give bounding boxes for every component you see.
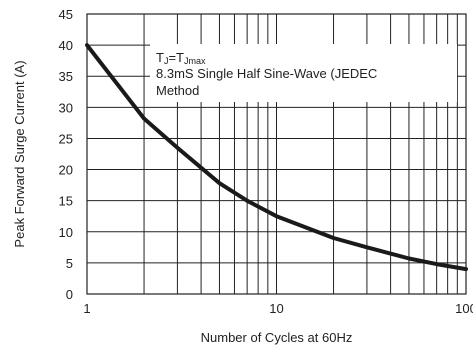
x-axis-label: Number of Cycles at 60Hz xyxy=(201,330,353,345)
annotation-background xyxy=(150,44,457,102)
annotation: TJ=TJmax 8.3mS Single Half Sine-Wave (JE… xyxy=(150,44,457,102)
plot-frame xyxy=(86,13,467,295)
y-axis-label: Peak Forward Surge Current (A) xyxy=(12,60,27,247)
x-tick-label: 1 xyxy=(83,301,90,316)
x-tick-label: 10 xyxy=(269,301,283,316)
y-tick-label: 40 xyxy=(59,38,73,53)
annotation-line-3: Method xyxy=(156,83,199,98)
y-tick-label: 45 xyxy=(59,7,73,22)
y-tick-label: 25 xyxy=(59,131,73,146)
x-tick-label: 100 xyxy=(455,301,473,316)
y-tick-label: 5 xyxy=(66,256,73,271)
annotation-line-2: 8.3mS Single Half Sine-Wave (JEDEC xyxy=(156,66,377,81)
series-line xyxy=(85,43,468,272)
y-tick-label: 30 xyxy=(59,100,73,115)
y-tick-label: 0 xyxy=(66,287,73,302)
y-tick-labels: 0 5 10 15 20 25 30 35 40 45 xyxy=(59,7,73,302)
annotation-line-1: TJ=TJmax xyxy=(156,50,206,66)
annotation-t: T xyxy=(156,50,164,65)
y-tick-label: 10 xyxy=(59,225,73,240)
annotation-eq: =T xyxy=(168,50,184,65)
y-tick-label: 20 xyxy=(59,163,73,178)
x-tick-labels: 1 10 100 xyxy=(83,301,473,316)
annotation-sub-jmax: Jmax xyxy=(184,56,206,66)
y-tick-label: 15 xyxy=(59,194,73,209)
annotation-sub-j: J xyxy=(164,56,169,66)
y-tick-label: 35 xyxy=(59,69,73,84)
